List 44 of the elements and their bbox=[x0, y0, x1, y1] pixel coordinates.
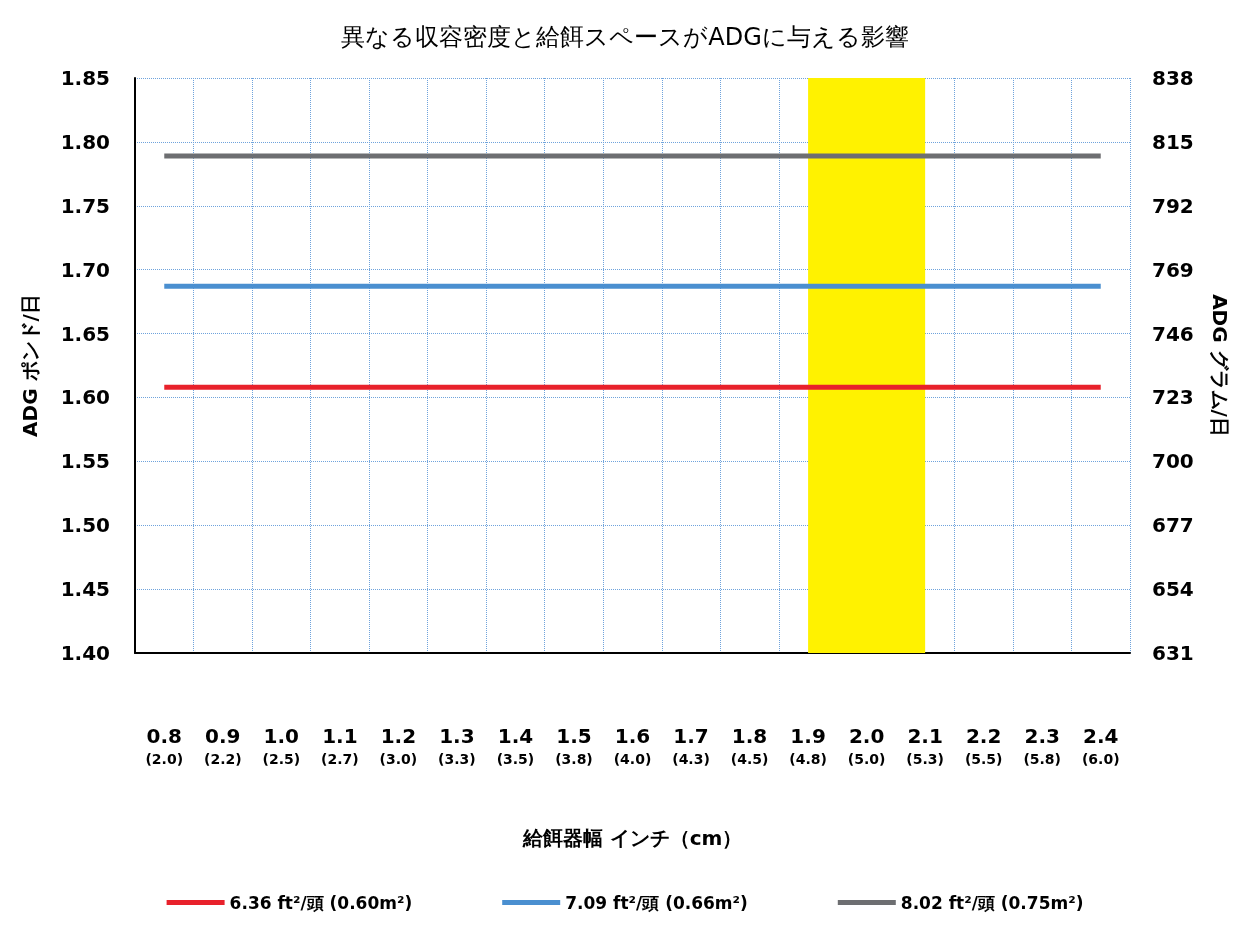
y2-tick-label: 723 bbox=[1152, 385, 1194, 410]
y-tick-label: 1.85 bbox=[60, 66, 110, 90]
y2-tick-label: 792 bbox=[1152, 193, 1194, 218]
y2-tick-label: 815 bbox=[1152, 129, 1194, 154]
x-tick-label: 2.3 (5.8) bbox=[1023, 724, 1062, 767]
x-tick-label: 2.4 (6.0) bbox=[1081, 724, 1120, 767]
y-tick-label: 1.60 bbox=[60, 385, 110, 410]
y2-tick-label: 838 bbox=[1152, 66, 1194, 90]
chart-title: 異なる収容密度と給餌スペースがADGに与える影響 bbox=[341, 23, 909, 51]
y-tick-label: 1.55 bbox=[60, 449, 110, 474]
legend-label: 6.36 ft²/頭 (0.60m²) bbox=[229, 892, 413, 913]
y-axis-title: ADG ポンド/日 bbox=[18, 294, 42, 437]
y-tick-label: 1.45 bbox=[60, 577, 110, 602]
x-tick-label: 2.1 (5.3) bbox=[906, 724, 944, 767]
legend-label: 7.09 ft²/頭 (0.66m²) bbox=[565, 892, 748, 913]
x-tick-label: 2.2 (5.5) bbox=[964, 724, 1003, 767]
x-tick-label: 1.3 (3.3) bbox=[438, 724, 476, 767]
y2-axis-title: ADG グラム/日 bbox=[1208, 294, 1232, 437]
x-tick-label: 1.6 (4.0) bbox=[613, 724, 652, 767]
x-tick-label: 1.8 (4.5) bbox=[730, 724, 769, 767]
x-tick-label: 1.7 (4.3) bbox=[672, 724, 710, 767]
x-axis-title: 給餌器幅 インチ（cm） bbox=[521, 826, 743, 850]
y2-tick-label: 677 bbox=[1152, 513, 1194, 538]
x-tick-label: 0.9 (2.2) bbox=[203, 724, 242, 767]
x-tick-label: 0.8 (2.0) bbox=[145, 724, 184, 767]
y2-tick-label: 631 bbox=[1152, 641, 1194, 665]
legend-label: 8.02 ft²/頭 (0.75m²) bbox=[900, 892, 1084, 913]
y-tick-label: 1.40 bbox=[60, 641, 110, 665]
y2-tick-label: 746 bbox=[1152, 321, 1194, 346]
x-tick-label: 2.0 (5.0) bbox=[847, 724, 886, 767]
x-tick-label: 1.1 (2.7) bbox=[321, 724, 359, 767]
y-tick-label: 1.75 bbox=[60, 193, 110, 218]
y2-tick-label: 769 bbox=[1152, 257, 1194, 282]
y-tick-label: 1.70 bbox=[60, 257, 110, 282]
y-tick-label: 1.50 bbox=[60, 513, 110, 538]
y2-tick-label: 654 bbox=[1152, 577, 1194, 602]
x-tick-label: 1.5 (3.8) bbox=[555, 724, 593, 767]
x-tick-label: 1.2 (3.0) bbox=[379, 724, 418, 767]
y-tick-label: 1.80 bbox=[60, 129, 110, 154]
x-tick-label: 1.0 (2.5) bbox=[262, 724, 301, 767]
y2-tick-label: 700 bbox=[1152, 449, 1194, 474]
x-tick-label: 1.4 (3.5) bbox=[496, 724, 535, 767]
x-tick-label: 1.9 (4.8) bbox=[789, 724, 827, 767]
y-tick-label: 1.65 bbox=[60, 321, 110, 346]
